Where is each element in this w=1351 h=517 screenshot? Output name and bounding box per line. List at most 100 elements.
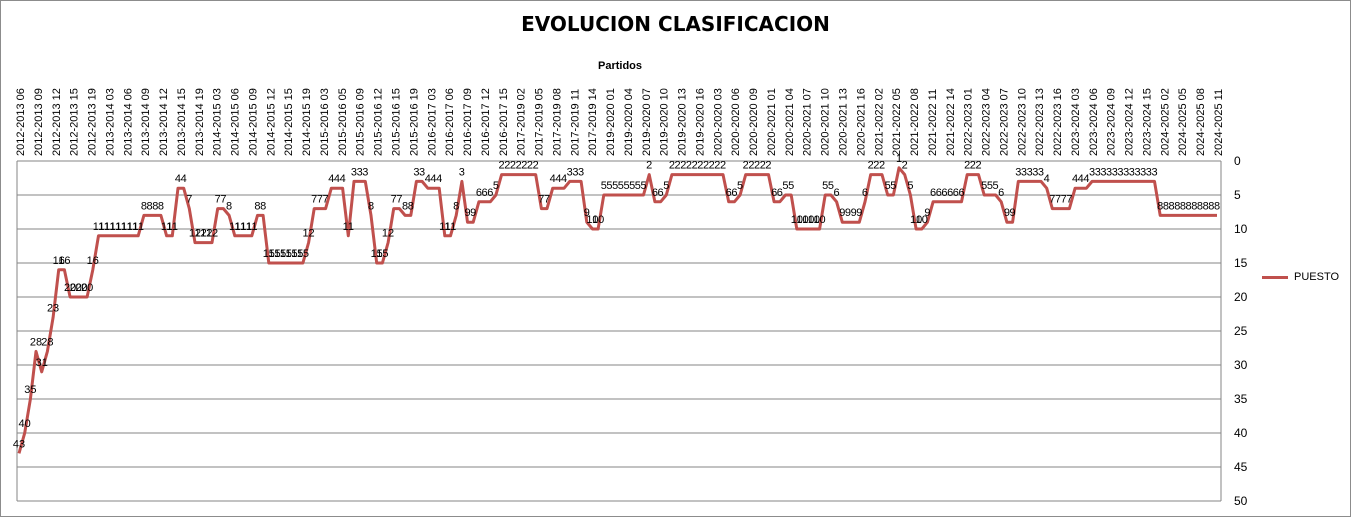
data-label: 5 — [993, 180, 999, 192]
data-label: 3 — [459, 166, 465, 178]
x-tick-label: 2022-2023 07 — [998, 88, 1010, 156]
x-tick-label: 2015-2016 12 — [373, 88, 385, 156]
x-tick-label: 2020-2020 09 — [748, 88, 760, 156]
data-label: 2 — [868, 160, 874, 172]
x-tick-label: 2016-2017 09 — [462, 88, 474, 156]
legend-label: PUESTO — [1294, 271, 1340, 283]
x-tick-label: 2020-2021 04 — [784, 88, 796, 156]
data-label: 5 — [606, 180, 612, 192]
data-label: 6 — [941, 187, 947, 199]
data-label: 8 — [1191, 200, 1197, 212]
data-label: 6 — [731, 187, 737, 199]
data-label: 6 — [476, 187, 482, 199]
data-label: 4 — [328, 173, 334, 185]
x-tick-label: 2014-2015 19 — [301, 88, 313, 156]
x-tick-label: 2012-2013 12 — [51, 88, 63, 156]
data-label: 11 — [115, 221, 126, 233]
data-label: 15 — [263, 248, 275, 260]
y-tick-label: 25 — [1234, 324, 1248, 338]
x-tick-label: 2015-2016 15 — [390, 88, 402, 156]
data-label: 15 — [268, 248, 280, 260]
data-label: 2 — [510, 160, 516, 172]
data-label: 11 — [445, 221, 456, 233]
x-tick-label: 2022-2023 13 — [1034, 88, 1046, 156]
data-label: 5 — [601, 180, 607, 192]
x-tick-label: 2020-2021 16 — [855, 88, 867, 156]
data-label: 2 — [669, 160, 675, 172]
data-label: 3 — [1015, 166, 1021, 178]
data-label: 2 — [873, 160, 879, 172]
data-label: 31 — [36, 357, 48, 369]
data-label: 3 — [1038, 166, 1044, 178]
y-tick-label: 40 — [1234, 426, 1248, 440]
x-tick-label: 2017-2019 11 — [569, 89, 581, 156]
data-label: 2 — [879, 160, 885, 172]
data-label: 5 — [663, 180, 669, 192]
data-label: 7 — [317, 194, 323, 206]
data-label: 3 — [567, 166, 573, 178]
data-label: 9 — [839, 207, 845, 219]
data-label: 11 — [167, 221, 178, 233]
data-label: 2 — [499, 160, 505, 172]
data-label: 6 — [482, 187, 488, 199]
data-label: 3 — [362, 166, 368, 178]
x-tick-label: 2023-2024 06 — [1088, 88, 1100, 156]
data-label: 5 — [907, 180, 913, 192]
data-label: 4 — [175, 173, 181, 185]
x-tick-label: 2021-2022 02 — [873, 88, 885, 156]
data-label: 4 — [340, 173, 346, 185]
x-tick-label: 2013-2014 03 — [104, 88, 116, 156]
data-label: 7 — [391, 194, 397, 206]
data-label: 20 — [64, 282, 76, 294]
data-label: 8 — [141, 200, 147, 212]
data-label: 2 — [765, 160, 771, 172]
x-tick-label: 2016-2017 03 — [426, 88, 438, 156]
data-label: 2 — [970, 160, 976, 172]
data-label: 9 — [470, 207, 476, 219]
data-label: 10 — [916, 214, 928, 226]
x-tick-label: 2019-2020 01 — [605, 88, 617, 156]
data-label: 3 — [351, 166, 357, 178]
x-tick-label: 2022-2023 10 — [1016, 88, 1028, 156]
data-label: 28 — [30, 336, 42, 348]
data-label: 1 — [896, 153, 902, 165]
x-tick-label: 2014-2015 09 — [247, 88, 259, 156]
data-label: 8 — [1180, 200, 1186, 212]
data-label: 10 — [796, 214, 808, 226]
x-tick-label: 2012-2013 19 — [87, 88, 99, 156]
data-label: 3 — [1134, 166, 1140, 178]
data-label: 5 — [618, 180, 624, 192]
x-axis-title: Partidos — [597, 60, 642, 72]
data-label: 2 — [720, 160, 726, 172]
data-label: 3 — [1146, 166, 1152, 178]
data-label: 15 — [285, 248, 297, 260]
data-label: 5 — [635, 180, 641, 192]
data-label: 3 — [578, 166, 584, 178]
data-label: 20 — [81, 282, 93, 294]
data-label: 28 — [41, 336, 53, 348]
x-tick-label: 2020-2021 07 — [802, 88, 814, 156]
data-label: 9 — [584, 207, 590, 219]
data-label: 8 — [147, 200, 153, 212]
data-label: 3 — [1106, 166, 1112, 178]
data-label: 11 — [121, 221, 132, 233]
data-label: 8 — [1203, 200, 1209, 212]
x-tick-label: 2013-2014 09 — [140, 88, 152, 156]
data-label: 5 — [493, 180, 499, 192]
data-label: 6 — [771, 187, 777, 199]
data-label: 15 — [297, 248, 309, 260]
data-label: 15 — [280, 248, 292, 260]
data-label: 4 — [1072, 173, 1078, 185]
x-tick-label: 2023-2024 03 — [1070, 88, 1082, 156]
data-label: 8 — [408, 200, 414, 212]
data-label: 11 — [161, 221, 172, 233]
y-tick-label: 50 — [1234, 494, 1248, 508]
data-label: 16 — [53, 255, 65, 267]
data-label: 11 — [110, 221, 121, 233]
x-tick-label: 2014-2015 12 — [265, 88, 277, 156]
y-tick-label: 0 — [1234, 154, 1241, 168]
data-label: 3 — [357, 166, 363, 178]
data-label: 2 — [692, 160, 698, 172]
data-label: 3 — [1089, 166, 1095, 178]
